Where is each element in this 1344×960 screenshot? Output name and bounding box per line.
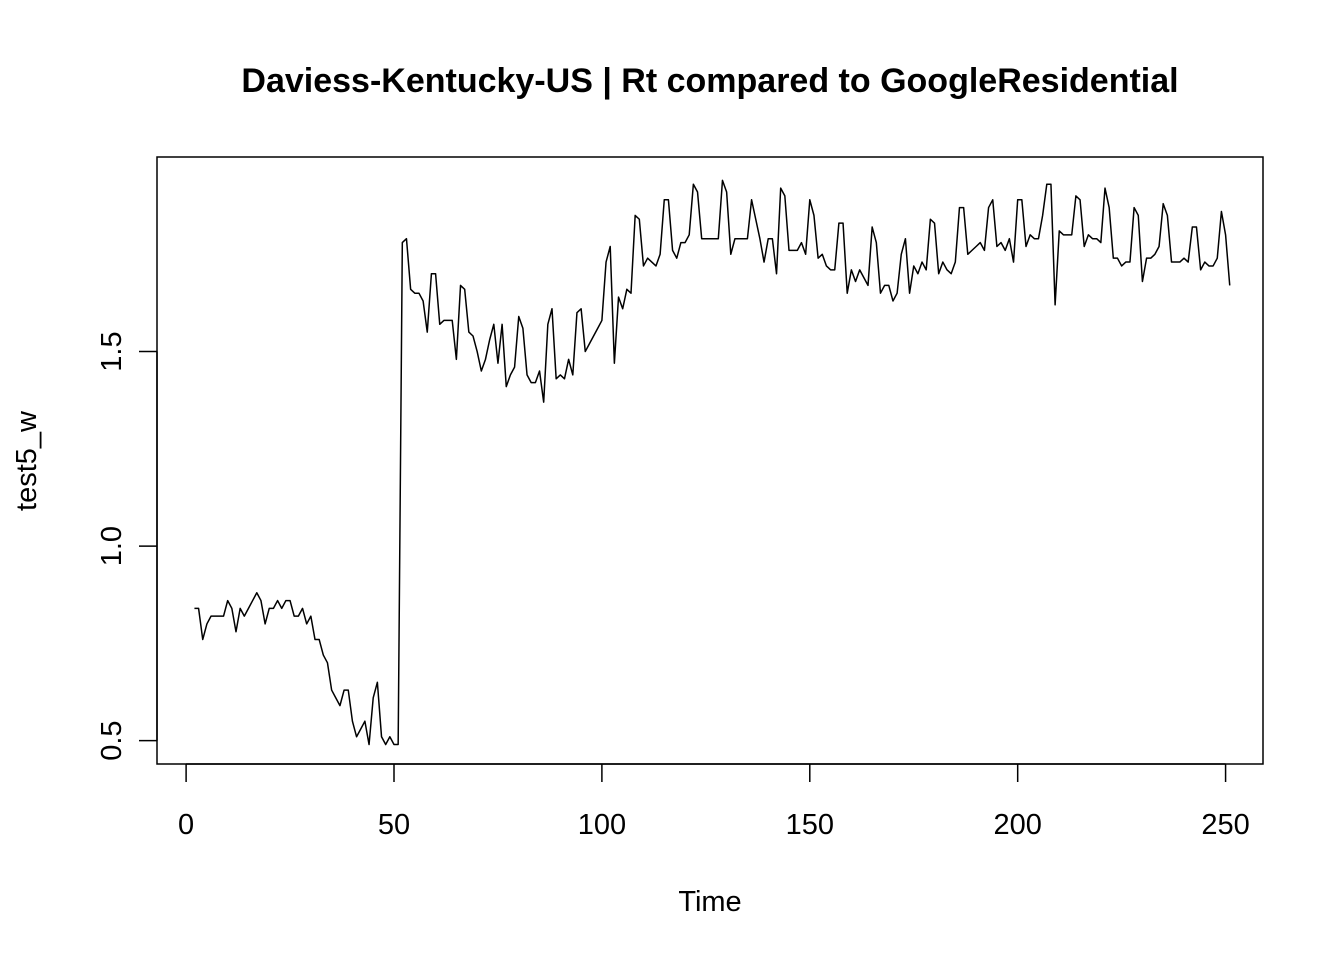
x-tick-label: 100 [578, 809, 626, 841]
plot-frame [156, 156, 1264, 765]
series-line [194, 179, 1231, 746]
x-axis-label: Time [678, 886, 741, 918]
chart-title: Daviess-Kentucky-US | Rt compared to Goo… [241, 62, 1178, 100]
x-axis: 0 50 100 150 200 250 [178, 763, 1250, 841]
y-tick-label: 0.5 [96, 720, 128, 760]
x-tick-label: 200 [993, 809, 1041, 841]
x-tick-label: 0 [178, 809, 194, 841]
x-tick-label: 50 [378, 809, 410, 841]
y-tick-label: 1.5 [96, 331, 128, 371]
y-tick-label: 1.0 [96, 526, 128, 566]
x-tick-label: 150 [786, 809, 834, 841]
x-tick-label: 250 [1201, 809, 1249, 841]
y-axis-label: test5_w [11, 410, 43, 511]
y-axis: 0.5 1.0 1.5 [96, 331, 158, 761]
